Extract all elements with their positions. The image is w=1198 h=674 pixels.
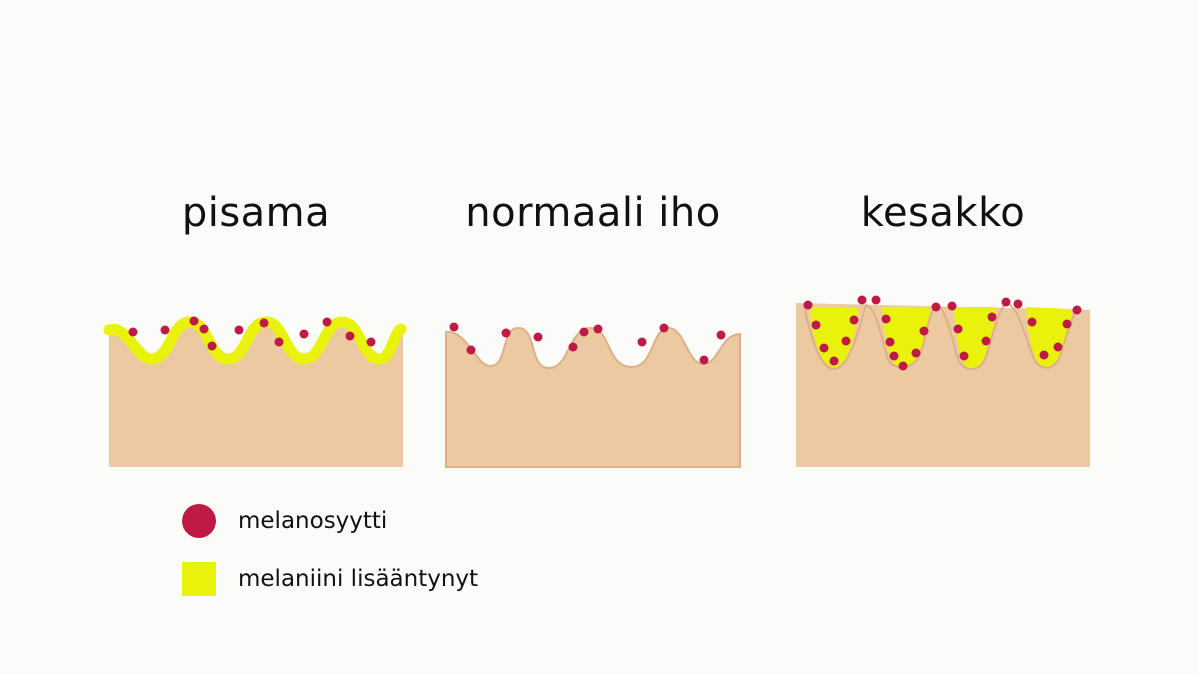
- melanocyte-dot: [466, 345, 476, 355]
- melanocyte-dot: [889, 351, 899, 361]
- melanocyte-dot: [1072, 305, 1082, 315]
- melanocytes: [128, 316, 376, 351]
- melanocyte-dot: [857, 295, 867, 305]
- melanocyte-dot: [1039, 350, 1049, 360]
- melanocyte-dot: [568, 342, 578, 352]
- skin-layer: [109, 326, 403, 467]
- melanocyte-dot: [959, 351, 969, 361]
- legend-item-melanin: melaniini lisääntynyt: [182, 561, 478, 597]
- skin-diagram-pisama: [103, 316, 407, 467]
- skin-diagram-kesakko: [796, 295, 1090, 467]
- melanocyte-dot: [299, 329, 309, 339]
- melanocyte-dot: [1027, 317, 1037, 327]
- melanocyte-dot: [199, 324, 209, 334]
- melanocyte-dot: [931, 302, 941, 312]
- skin-layer: [445, 326, 741, 468]
- melanocyte-dot: [207, 341, 217, 351]
- melanocyte-swatch-icon: [182, 504, 216, 538]
- melanocyte-dot: [987, 312, 997, 322]
- skin-layer: [796, 303, 1090, 467]
- legend-item-melanocyte: melanosyytti: [182, 503, 387, 539]
- melanocyte-dot: [234, 325, 244, 335]
- melanocytes: [449, 322, 726, 365]
- melanocyte-dot: [274, 337, 284, 347]
- melanocyte-dot: [811, 320, 821, 330]
- melanocyte-dot: [881, 314, 891, 324]
- skin-edge: [803, 301, 1079, 371]
- melanocyte-dot: [947, 301, 957, 311]
- melanocyte-dot: [803, 300, 813, 310]
- skin-diagram-normaali-iho: [445, 322, 741, 468]
- melanocytes: [803, 295, 1082, 371]
- melanocyte-dot: [829, 356, 839, 366]
- melanocyte-dot: [1001, 297, 1011, 307]
- melanocyte-dot: [1053, 342, 1063, 352]
- melanocyte-dot: [160, 325, 170, 335]
- melanocyte-dot: [898, 361, 908, 371]
- melanocyte-dot: [366, 337, 376, 347]
- melanocyte-dot: [699, 355, 709, 365]
- melanocyte-dot: [322, 317, 332, 327]
- melanocyte-dot: [819, 343, 829, 353]
- panel-title-normaali-iho: normaali iho: [465, 190, 721, 236]
- melanocyte-dot: [637, 337, 647, 347]
- melanocyte-dot: [449, 322, 459, 332]
- legend-label: melanosyytti: [238, 508, 388, 534]
- melanocyte-dot: [128, 327, 138, 337]
- melanocyte-dot: [716, 330, 726, 340]
- melanocyte-dot: [189, 316, 199, 326]
- melanocyte-dot: [919, 326, 929, 336]
- melanocyte-dot: [841, 336, 851, 346]
- melanocyte-dot: [259, 318, 269, 328]
- panel-title-pisama: pisama: [181, 190, 331, 236]
- panel-title-kesakko: kesakko: [860, 190, 1026, 236]
- melanocyte-dot: [1013, 299, 1023, 309]
- legend-label: melaniini lisääntynyt: [238, 566, 479, 592]
- melanocyte-dot: [953, 324, 963, 334]
- melanocyte-dot: [345, 331, 355, 341]
- melanocyte-dot: [659, 323, 669, 333]
- melanocyte-dot: [849, 315, 859, 325]
- melanocyte-dot: [579, 327, 589, 337]
- melanocyte-dot: [533, 332, 543, 342]
- melanocyte-dot: [1062, 319, 1072, 329]
- melanocyte-dot: [911, 348, 921, 358]
- melanocyte-dot: [981, 336, 991, 346]
- melanocyte-dot: [885, 337, 895, 347]
- melanocyte-dot: [501, 328, 511, 338]
- melanin-swatch-icon: [182, 562, 216, 596]
- melanocyte-dot: [871, 295, 881, 305]
- melanocyte-dot: [593, 324, 603, 334]
